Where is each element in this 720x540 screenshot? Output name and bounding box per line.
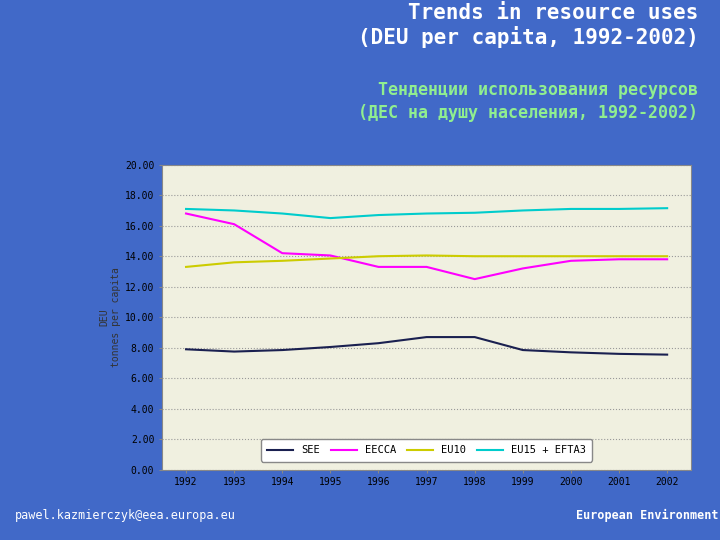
EECCA [230,221,238,227]
EU15 + EFTA3 [470,210,479,216]
EU15 + EFTA3 [663,205,672,212]
EECCA [326,252,335,259]
Line: SEE: SEE [186,337,667,355]
SEE [518,347,527,353]
SEE [374,340,383,347]
EECCA [181,210,190,217]
SEE [230,348,238,355]
EU10 [230,259,238,266]
EU15 + EFTA3 [422,210,431,217]
EU15 + EFTA3 [518,207,527,214]
EECCA [422,264,431,270]
SEE [470,334,479,340]
SEE [326,344,335,350]
EECCA [374,264,383,270]
EU10 [470,253,479,260]
EECCA [663,256,672,262]
EU15 + EFTA3 [181,206,190,212]
EU15 + EFTA3 [326,215,335,221]
EECCA [470,276,479,282]
SEE [181,346,190,353]
Text: Тенденции использования ресурсов
(ДЕС на душу населения, 1992-2002): Тенденции использования ресурсов (ДЕС на… [359,82,698,122]
EECCA [518,265,527,272]
EECCA [278,250,287,256]
EU15 + EFTA3 [374,212,383,218]
EU10 [615,253,624,260]
EU15 + EFTA3 [615,206,624,212]
EU10 [567,253,575,260]
EU10 [518,253,527,260]
EU10 [278,258,287,264]
EU10 [326,255,335,262]
SEE [278,347,287,353]
Line: EU10: EU10 [186,255,667,267]
EECCA [615,256,624,262]
EECCA [567,258,575,264]
Y-axis label: DEU
tonnes per capita: DEU tonnes per capita [99,267,121,367]
Text: Trends in resource uses
(DEU per capita, 1992-2002): Trends in resource uses (DEU per capita,… [358,3,698,49]
SEE [567,349,575,355]
EU10 [181,264,190,270]
EU10 [663,253,672,260]
Line: EU15 + EFTA3: EU15 + EFTA3 [186,208,667,218]
EU15 + EFTA3 [230,207,238,214]
Line: EECCA: EECCA [186,213,667,279]
SEE [663,352,672,358]
Legend: SEE, EECCA, EU10, EU15 + EFTA3: SEE, EECCA, EU10, EU15 + EFTA3 [261,439,593,462]
EU10 [422,252,431,259]
SEE [615,350,624,357]
SEE [422,334,431,340]
EU10 [374,253,383,260]
EU15 + EFTA3 [567,206,575,212]
Text: European Environment Agency: European Environment Agency [576,509,720,522]
Text: pawel.kazmierczyk@eea.europa.eu: pawel.kazmierczyk@eea.europa.eu [14,509,235,522]
EU15 + EFTA3 [278,210,287,217]
